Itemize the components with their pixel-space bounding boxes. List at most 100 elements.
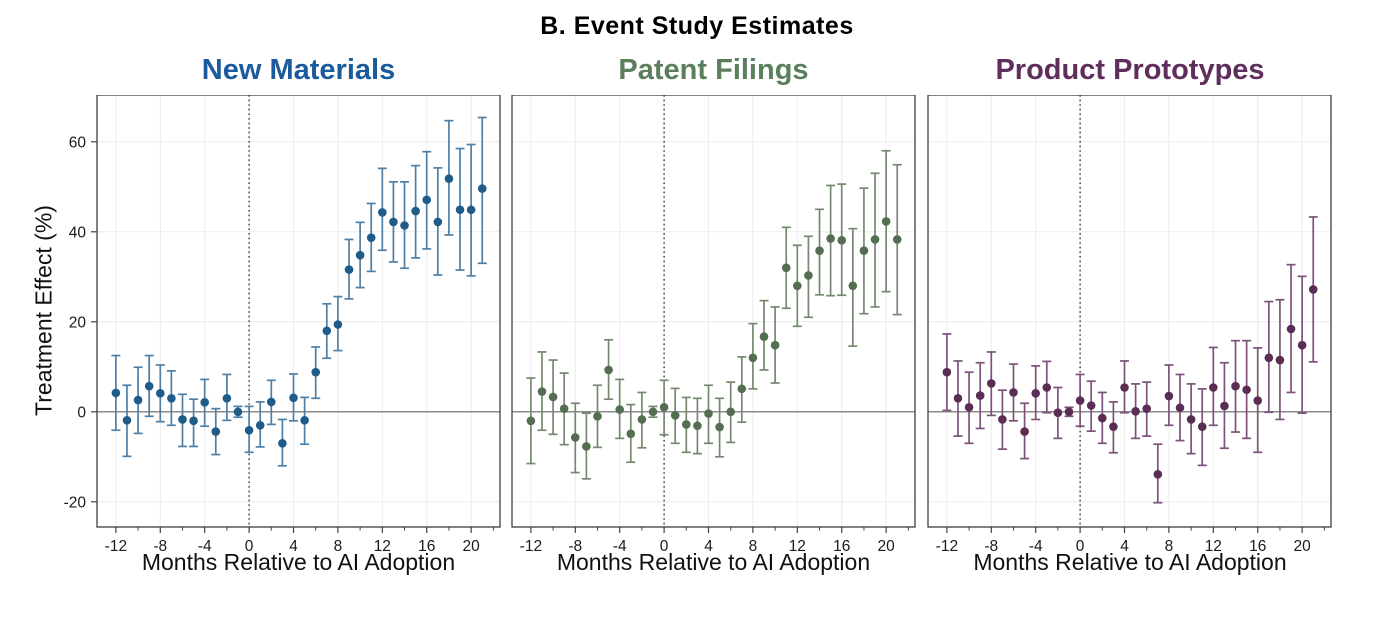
- x-tick-label: 20: [878, 538, 896, 555]
- data-point: [400, 221, 409, 230]
- x-tick-label: -8: [984, 538, 998, 555]
- data-point: [548, 392, 558, 402]
- data-point: [267, 397, 276, 407]
- data-point: [122, 416, 132, 425]
- data-point: [726, 407, 736, 417]
- data-point: [133, 395, 143, 405]
- data-point: [455, 205, 465, 215]
- data-point: [1264, 353, 1274, 363]
- data-point: [781, 263, 791, 273]
- data-point: [222, 394, 232, 403]
- data-point: [1220, 401, 1229, 411]
- data-point: [366, 233, 376, 242]
- data-point: [737, 384, 747, 394]
- data-point: [693, 421, 702, 431]
- data-point: [1308, 285, 1318, 294]
- data-point: [1075, 396, 1085, 405]
- x-tick-label: 8: [1165, 538, 1174, 555]
- data-point: [526, 416, 536, 426]
- data-point: [1142, 404, 1152, 413]
- data-point: [715, 422, 724, 432]
- data-point: [1209, 383, 1218, 392]
- data-point: [278, 439, 287, 448]
- data-point: [804, 271, 813, 280]
- x-tick-label: 8: [334, 538, 343, 555]
- data-point: [682, 420, 691, 429]
- data-point: [1009, 388, 1018, 397]
- x-tick-label: 4: [1120, 538, 1129, 555]
- data-point: [155, 389, 165, 398]
- data-point: [986, 379, 996, 388]
- x-tick-label: -4: [198, 538, 212, 555]
- data-point: [1064, 407, 1074, 417]
- data-point: [244, 425, 254, 435]
- data-point: [1020, 427, 1029, 436]
- x-tick-label: 0: [245, 538, 254, 555]
- x-axis-label-new-materials: Months Relative to AI Adoption: [141, 549, 456, 575]
- x-tick-label: 4: [704, 538, 713, 555]
- data-point: [178, 415, 187, 424]
- plot-product-prototypes: -12 -8 -4 0 4 8 12 16 20: [927, 95, 1332, 555]
- data-point: [770, 340, 780, 350]
- data-point: [1153, 470, 1163, 479]
- x-tick-label: 0: [660, 538, 669, 555]
- data-point: [1120, 383, 1129, 392]
- data-point: [704, 409, 713, 418]
- data-point: [826, 234, 835, 243]
- data-point: [378, 208, 387, 217]
- data-point: [167, 394, 176, 403]
- data-point: [815, 246, 824, 255]
- data-point: [1186, 415, 1196, 424]
- data-point: [300, 416, 309, 425]
- data-point: [255, 421, 265, 430]
- x-tick-label: -8: [153, 538, 167, 555]
- data-point: [189, 416, 198, 426]
- y-tick-label: -20: [64, 494, 87, 511]
- x-axis-label-product-prototypes: Months Relative to AI Adoption: [973, 549, 1287, 575]
- data-point: [670, 411, 680, 420]
- x-tick-label: 16: [833, 538, 850, 555]
- data-point: [1086, 401, 1096, 410]
- data-point: [144, 381, 154, 391]
- data-point: [998, 415, 1007, 424]
- x-tick-label: 12: [789, 538, 806, 555]
- x-tick-label: 8: [749, 538, 758, 555]
- x-tick-label: 0: [1076, 538, 1085, 555]
- panel-title-patent-filings: Patent Filings: [618, 54, 809, 86]
- data-point: [593, 412, 602, 421]
- data-point: [111, 388, 121, 398]
- data-point: [355, 250, 365, 260]
- data-point: [648, 407, 658, 417]
- panel-title-product-prototypes: Product Prototypes: [995, 54, 1265, 86]
- data-point: [1253, 396, 1263, 405]
- data-point: [859, 246, 869, 255]
- panel-title-new-materials: New Materials: [201, 54, 396, 86]
- data-point: [1131, 407, 1140, 416]
- data-point: [964, 403, 974, 412]
- data-point: [1275, 355, 1285, 365]
- x-tick-label: 20: [463, 538, 481, 555]
- data-point: [748, 353, 758, 363]
- data-point: [200, 398, 209, 407]
- x-axis-label-patent-filings: Months Relative to AI Adoption: [556, 549, 871, 575]
- plot-frame: [96, 95, 501, 528]
- x-tick-label: 12: [374, 538, 391, 555]
- data-point: [311, 367, 321, 377]
- plot-frame: [511, 95, 916, 528]
- plot-new-materials: -12 -8 -4 0 4 8 12 16 20 -20 0 20 40 60: [64, 95, 501, 555]
- data-point: [604, 365, 613, 375]
- data-point: [953, 394, 963, 403]
- data-point: [793, 281, 802, 291]
- data-point: [582, 442, 591, 451]
- figure-title: B. Event Study Estimates: [540, 12, 854, 40]
- y-tick-label: 60: [69, 134, 87, 151]
- plot-frame: [927, 95, 1332, 528]
- data-point: [1286, 324, 1296, 334]
- data-point: [615, 405, 624, 414]
- data-point: [942, 367, 952, 377]
- data-point: [659, 403, 669, 412]
- y-tick-label: 20: [69, 314, 87, 331]
- x-tick-label: 16: [1249, 538, 1266, 555]
- data-point: [837, 236, 847, 245]
